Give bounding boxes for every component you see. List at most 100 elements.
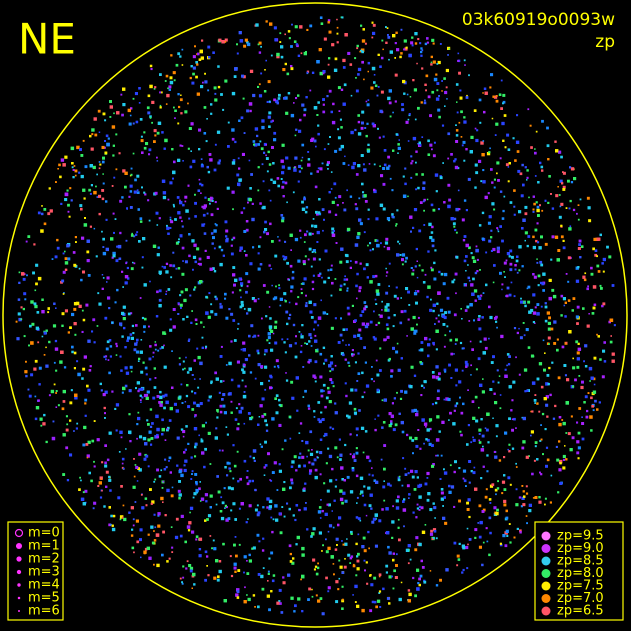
star [461,544,465,548]
star [495,95,498,97]
star [419,201,423,204]
star [288,544,292,548]
star [368,547,370,550]
star [593,237,597,241]
star [417,429,420,431]
star [218,569,222,574]
star [536,222,539,225]
star [365,514,368,517]
star [107,296,111,300]
star [395,223,398,225]
star [374,418,376,420]
star [177,158,181,162]
star [489,86,492,89]
star [68,215,71,218]
star [530,308,534,312]
star [65,428,69,432]
star [343,565,347,569]
star [287,166,291,170]
star [462,239,466,242]
star [232,159,236,162]
star [238,403,241,406]
star [256,533,260,537]
star [423,442,425,445]
star [120,369,123,372]
star [479,520,483,525]
star [26,274,28,277]
star [170,54,173,57]
star [428,338,431,341]
star [34,359,38,363]
star [271,471,275,474]
star [505,259,508,262]
star [70,199,73,202]
star [357,352,360,355]
star [424,42,428,46]
star [269,479,271,481]
star [199,481,201,483]
star [339,458,342,461]
star [234,67,238,71]
star [528,310,532,314]
star [611,284,615,287]
star [390,369,394,373]
star [437,389,440,393]
star [135,233,138,236]
star [298,432,301,434]
star [246,560,248,562]
star [562,171,564,173]
star [325,576,328,580]
star [361,182,364,186]
star [420,506,424,510]
star [173,205,175,208]
star [457,189,460,192]
star [173,106,175,109]
star [207,315,211,319]
star [571,385,575,388]
star [531,472,534,476]
star [328,30,332,34]
star [190,478,193,480]
star [472,277,475,281]
star [162,191,167,195]
star [47,307,50,310]
star [299,422,303,425]
star [31,322,35,326]
star [513,205,516,208]
star [354,57,357,60]
star [284,181,288,185]
star [407,589,411,592]
star [356,44,359,48]
star [33,367,37,371]
star [383,398,387,402]
star [392,428,396,432]
star [295,376,299,380]
star [258,245,261,248]
star [269,386,272,390]
star [385,26,387,28]
star [214,312,218,316]
star [109,345,113,348]
star [435,190,438,193]
star [414,594,417,598]
star [357,533,360,536]
star [327,143,330,145]
star [221,398,224,401]
star [330,326,334,330]
star [152,356,154,358]
star [222,108,225,111]
star [530,434,532,437]
star [62,473,66,476]
star [207,399,210,402]
star [548,278,552,282]
star [192,268,194,271]
star [278,588,282,592]
star [135,120,139,124]
star [478,535,482,539]
star [345,260,349,264]
star [183,464,186,467]
star [508,355,511,358]
star [159,395,163,400]
star [314,565,318,568]
star [153,513,156,516]
